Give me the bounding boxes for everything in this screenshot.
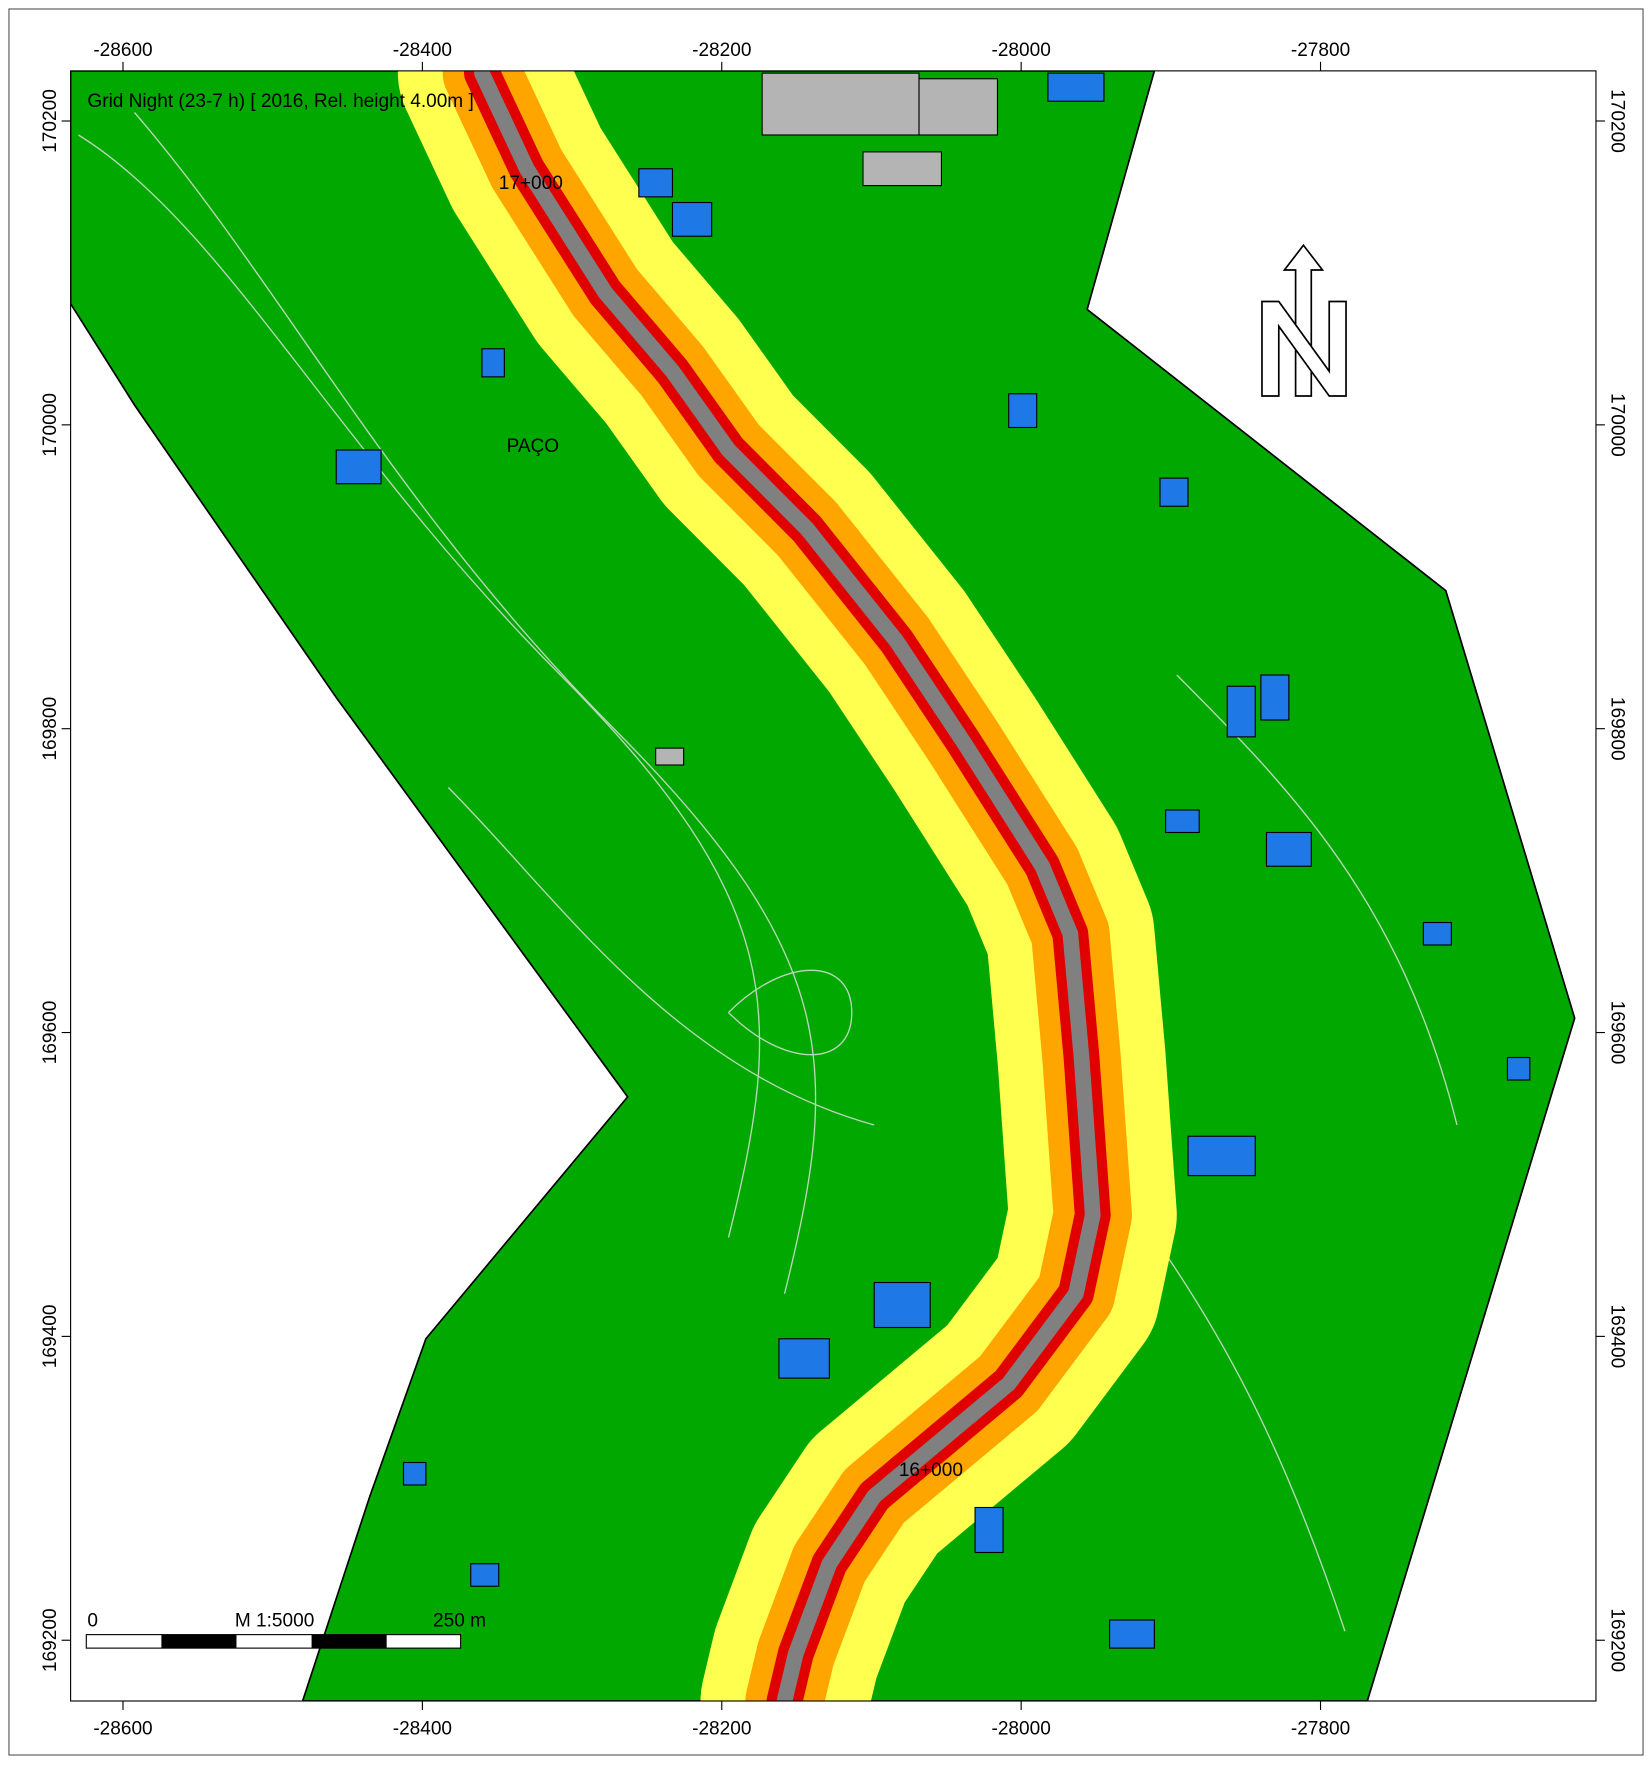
chainage-label: 16+000 xyxy=(899,1460,963,1481)
y-tick-label: 169600 xyxy=(1607,1001,1628,1065)
x-tick-label: -28600 xyxy=(93,1719,152,1740)
y-tick-label: 170200 xyxy=(1607,89,1628,153)
scale-bar xyxy=(85,1634,462,1649)
chainage-label: 17+000 xyxy=(499,173,563,194)
industrial-buildings xyxy=(655,72,999,766)
x-tick-label: -28200 xyxy=(692,1719,751,1740)
y-tick-label: 169200 xyxy=(40,1608,61,1672)
x-tick-label: -28000 xyxy=(992,40,1051,61)
x-tick-label: -28200 xyxy=(692,40,751,61)
x-tick-label: -28600 xyxy=(93,40,152,61)
y-tick-label: 169200 xyxy=(1607,1608,1628,1672)
scale-end: 250 m xyxy=(433,1611,486,1632)
scale-start: 0 xyxy=(87,1611,98,1632)
map-title: Grid Night (23-7 h) [ 2016, Rel. height … xyxy=(87,91,473,112)
y-tick-label: 170000 xyxy=(40,393,61,457)
scale-ratio: M 1:5000 xyxy=(235,1611,314,1632)
y-tick-label: 169600 xyxy=(40,1001,61,1065)
road xyxy=(397,70,1177,1701)
y-tick-label: 170000 xyxy=(1607,393,1628,457)
map-area: Grid Night (23-7 h) [ 2016, Rel. height … xyxy=(70,70,1576,1701)
buildings xyxy=(335,72,1531,1649)
x-tick-label: -28000 xyxy=(992,1719,1051,1740)
y-tick-label: 170200 xyxy=(40,89,61,153)
axes: -28600 -28600 -28400 -28400 -28200 -28200 -280… xyxy=(40,40,1628,1740)
contour-lines xyxy=(78,112,1458,1632)
y-tick-label: 169400 xyxy=(1607,1304,1628,1368)
y-tick-label: 169800 xyxy=(1607,697,1628,761)
calculation-area xyxy=(70,70,1576,1701)
x-tick-label: -27800 xyxy=(1291,1719,1350,1740)
place-label: PAÇO xyxy=(507,436,560,457)
x-tick-label: -28400 xyxy=(393,40,452,61)
x-tick-label: -27800 xyxy=(1291,40,1350,61)
north-arrow xyxy=(1261,243,1347,397)
x-tick-label: -28400 xyxy=(393,1719,452,1740)
map-frame xyxy=(70,70,1597,1702)
y-tick-label: 169800 xyxy=(40,697,61,761)
y-tick-label: 169400 xyxy=(40,1304,61,1368)
